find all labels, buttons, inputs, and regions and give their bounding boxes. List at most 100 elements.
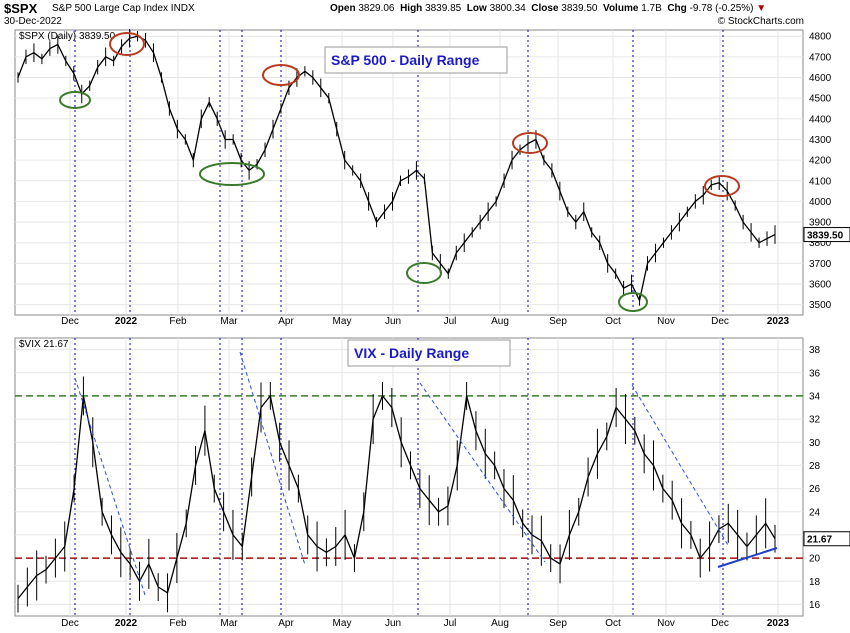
low-label: Low: [466, 3, 487, 14]
x-tick-label: Apr: [278, 316, 294, 327]
y-tick-label: 3600: [809, 280, 832, 291]
close-label: Close: [531, 3, 559, 14]
x-tick-label: Aug: [491, 316, 509, 327]
chg-label: Chg: [667, 3, 687, 14]
last-value-label: 21.67: [807, 535, 832, 546]
chart-date: 30-Dec-2022: [4, 16, 62, 27]
last-value-label: 3839.50: [807, 231, 844, 242]
x-tick-label: Mar: [220, 618, 238, 629]
y-tick-label: 28: [809, 461, 821, 472]
y-tick-label: 16: [809, 600, 821, 611]
x-tick-label: Dec: [711, 316, 729, 327]
x-tick-label: Jun: [385, 618, 401, 629]
y-tick-label: 20: [809, 554, 821, 565]
trough-ellipse: [59, 91, 91, 109]
open-value: 3829.06: [358, 3, 395, 14]
y-tick-label: 3700: [809, 259, 832, 270]
x-tick-label: Feb: [169, 618, 187, 629]
y-tick-label: 4700: [809, 52, 832, 63]
low-value: 3800.34: [489, 3, 526, 14]
trend-dashed-line: [419, 382, 546, 563]
trough-ellipse: [199, 162, 265, 186]
plot-frame: [14, 337, 804, 617]
x-tick-label: Dec: [711, 618, 729, 629]
x-tick-label: Jul: [444, 316, 457, 327]
y-tick-label: 3800: [809, 238, 832, 249]
y-tick-label: 34: [809, 391, 821, 402]
y-tick-label: 36: [809, 368, 821, 379]
security-name: S&P 500 Large Cap Index INDX: [52, 3, 195, 14]
x-tick-label: 2023: [767, 316, 790, 327]
panel-title: VIX - Daily Range: [354, 345, 469, 361]
x-tick-label: Nov: [657, 618, 675, 629]
x-tick-label: Jul: [444, 618, 457, 629]
x-tick-label: Dec: [61, 618, 79, 629]
y-tick-label: 3900: [809, 218, 832, 229]
watermark: © StockCharts.com: [717, 16, 804, 27]
quote-strip: Open 3829.06 High 3839.85 Low 3800.34 Cl…: [330, 3, 766, 14]
price-series-line: [17, 35, 776, 302]
x-tick-label: Dec: [61, 316, 79, 327]
y-tick-label: 4400: [809, 114, 832, 125]
open-label: Open: [330, 3, 356, 14]
y-tick-label: 4300: [809, 135, 832, 146]
series-legend: $VIX 21.67: [19, 339, 69, 350]
y-tick-label: 4600: [809, 73, 832, 84]
x-tick-label: Mar: [220, 316, 238, 327]
chart-header: $SPX S&P 500 Large Cap Index INDX 30-Dec…: [0, 0, 850, 30]
peak-ellipse: [109, 32, 145, 56]
last-value-tag: [803, 531, 850, 547]
y-tick-label: 4500: [809, 94, 832, 105]
x-tick-label: Oct: [605, 316, 621, 327]
x-tick-label: Feb: [169, 316, 187, 327]
trend-dashed-line: [239, 351, 306, 566]
panel-title: S&P 500 - Daily Range: [331, 52, 480, 68]
trough-ellipse: [618, 292, 648, 312]
volume-value: 1.7B: [641, 3, 662, 14]
high-value: 3839.85: [425, 3, 462, 14]
series-legend: $SPX (Daily) 3839.50: [19, 31, 116, 42]
x-tick-label: Apr: [278, 618, 294, 629]
x-tick-label: Aug: [491, 618, 509, 629]
chg-value: -9.78 (-0.25%): [689, 3, 754, 14]
last-value-tag: [803, 227, 850, 243]
y-tick-label: 4200: [809, 156, 832, 167]
x-tick-label: Jun: [385, 316, 401, 327]
x-tick-label: 2022: [115, 316, 138, 327]
x-tick-label: 2023: [767, 618, 790, 629]
volume-label: Volume: [603, 3, 639, 14]
y-tick-label: 18: [809, 577, 821, 588]
rising-trendline: [717, 547, 778, 568]
down-arrow-icon: ▼: [756, 3, 767, 14]
y-tick-label: 4100: [809, 176, 832, 187]
title-box: [347, 339, 511, 367]
y-tick-label: 30: [809, 438, 821, 449]
y-tick-label: 4800: [809, 32, 832, 43]
peak-ellipse: [262, 64, 300, 86]
high-label: High: [400, 3, 423, 14]
y-tick-label: 38: [809, 345, 821, 356]
title-box: [324, 46, 508, 74]
x-tick-label: May: [333, 618, 352, 629]
y-tick-label: 4000: [809, 197, 832, 208]
x-tick-label: Oct: [605, 618, 621, 629]
x-tick-label: May: [333, 316, 352, 327]
trend-dashed-line: [74, 377, 146, 596]
x-tick-label: Nov: [657, 316, 675, 327]
price-series-line: [17, 395, 776, 600]
peak-ellipse: [704, 175, 740, 197]
vix-panel: 161820222426283032343638Dec2022FebMarApr…: [14, 337, 850, 629]
x-tick-label: Sep: [549, 618, 567, 629]
x-tick-label: Sep: [549, 316, 567, 327]
trend-dashed-line: [631, 384, 729, 546]
y-tick-label: 24: [809, 507, 821, 518]
trough-ellipse: [406, 262, 442, 284]
y-tick-label: 26: [809, 484, 821, 495]
y-tick-label: 3500: [809, 300, 832, 311]
symbol: $SPX: [4, 1, 38, 16]
y-tick-label: 32: [809, 415, 821, 426]
peak-ellipse: [512, 132, 548, 154]
close-value: 3839.50: [561, 3, 598, 14]
x-tick-label: 2022: [115, 618, 138, 629]
